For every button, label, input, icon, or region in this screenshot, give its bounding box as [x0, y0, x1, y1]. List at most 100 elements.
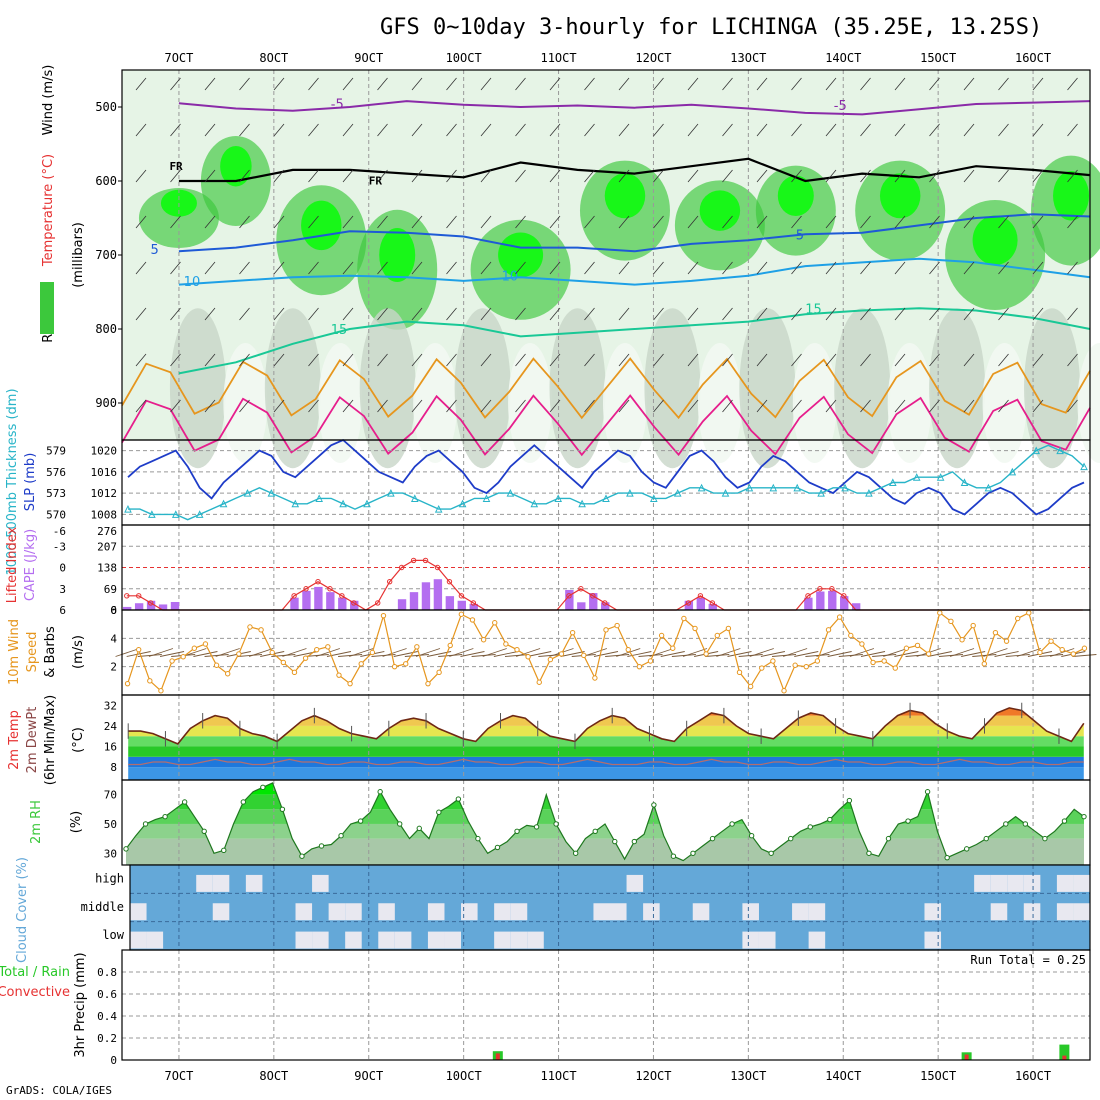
wind-speed-marker — [458, 611, 465, 617]
cloud-cell — [1007, 874, 1024, 892]
date-tick-bottom: 12OCT — [635, 1069, 671, 1083]
wind-barb — [135, 353, 147, 367]
precip-tick: 0.6 — [97, 988, 117, 1001]
cloud-cell — [990, 874, 1008, 892]
wind-barb — [515, 399, 526, 413]
wind-speed-marker — [380, 612, 387, 619]
cape-bar — [804, 597, 813, 610]
temp-axis-label-1: 2m Temp — [7, 710, 22, 770]
wind-speed-marker — [636, 663, 643, 670]
wind-speed-marker — [759, 665, 765, 671]
freezing-level-label: FR — [369, 175, 383, 188]
rh-marker — [514, 828, 520, 834]
cloud-cell — [527, 931, 544, 949]
wind-barb — [722, 261, 733, 275]
wind-barb-10m — [438, 654, 463, 657]
rh-marker — [240, 799, 247, 805]
wind-barb — [618, 307, 630, 321]
cape-bar — [708, 603, 717, 610]
pressure-tick: 800 — [95, 322, 117, 336]
wind-barb — [135, 215, 147, 229]
thickness-tick: 570 — [46, 508, 66, 521]
wind-barb-10m — [593, 651, 619, 657]
wind-barb — [791, 353, 802, 367]
cloud-axis-label: Cloud Cover (%) — [15, 857, 30, 963]
precip-axis-label: 3hr Precip (mm) — [73, 952, 88, 1057]
lifted-index-marker — [398, 564, 405, 571]
wind-speed-marker — [792, 662, 798, 668]
date-tick-bottom: 16OCT — [1015, 1069, 1051, 1083]
wind-barb — [584, 77, 595, 91]
wind-barb — [1067, 307, 1078, 321]
lifted-index-marker — [566, 593, 572, 599]
rh-tick: 30 — [104, 847, 117, 860]
contour-label: -5 — [834, 99, 847, 114]
wind-speed-marker — [1059, 646, 1065, 653]
wind-speed-marker — [314, 646, 320, 653]
wind-barb-10m — [671, 654, 696, 657]
wind-barb-10m — [582, 648, 608, 657]
wind-speed-marker — [1003, 638, 1010, 644]
rh-lowlevel-shading — [644, 308, 701, 469]
rh-dry-pocket — [887, 343, 932, 463]
wind-barb — [618, 77, 630, 91]
lifted-index-marker — [578, 586, 584, 592]
rh-marker — [338, 832, 344, 839]
wind-speed-marker — [736, 669, 743, 676]
cloud-cell — [808, 903, 826, 921]
cape-bar — [326, 592, 335, 610]
wind-barb — [584, 307, 595, 321]
wind-speed-marker — [848, 632, 854, 639]
precip-convective-bar — [964, 1054, 969, 1060]
wind-barb — [1032, 215, 1044, 229]
wind-barb — [135, 77, 147, 91]
cape-bar — [290, 597, 299, 610]
thickness-marker — [243, 489, 252, 497]
lifted-index-marker — [805, 593, 811, 599]
wind-tick: 4 — [110, 632, 117, 645]
wind-barb — [894, 399, 906, 413]
wind-barb — [549, 215, 561, 229]
wind-barb — [584, 353, 595, 367]
wind-barb — [480, 399, 492, 413]
wind-barb — [411, 169, 423, 183]
wind-speed-marker — [747, 683, 754, 690]
li-tick: 6 — [59, 604, 66, 617]
date-tick-top: 9OCT — [354, 51, 383, 65]
wind-speed-marker — [836, 614, 843, 620]
temp-band — [128, 725, 1084, 737]
wind-barb — [308, 215, 319, 229]
wind-barb — [411, 77, 423, 91]
wind-barb — [929, 307, 940, 321]
wind-barb — [342, 123, 354, 137]
wind-speed-marker — [436, 669, 442, 676]
temp-band — [128, 715, 1084, 726]
cape-bar — [469, 603, 478, 610]
wind-barb-10m — [527, 651, 552, 657]
wind-barb-10m — [282, 648, 307, 657]
wind-barb — [446, 123, 457, 137]
wind-barb-10m — [682, 648, 708, 657]
lifted-index-marker — [291, 593, 297, 599]
wind-speed-marker — [870, 659, 876, 666]
wind-barb — [135, 261, 147, 275]
cape-bar — [421, 582, 431, 610]
pressure-tick: 600 — [95, 174, 117, 188]
slp-tick: 1008 — [91, 508, 118, 521]
date-tick-bottom: 10OCT — [446, 1069, 482, 1083]
wind-barb — [377, 77, 388, 91]
thickness-marker — [865, 489, 873, 497]
lifted-index-marker — [339, 593, 345, 599]
thickness-tick: 579 — [46, 445, 66, 458]
wind-barb — [756, 399, 768, 413]
wind-barb — [273, 169, 285, 183]
wind-speed-marker — [1048, 638, 1054, 644]
li-tick: 0 — [59, 562, 66, 575]
wind-barb — [480, 169, 492, 183]
cape-tick: 0 — [110, 604, 117, 617]
date-tick-top: 14OCT — [825, 51, 861, 65]
rh-marker — [905, 818, 911, 824]
li-tick: -3 — [53, 540, 66, 553]
wind-barb — [653, 353, 664, 367]
